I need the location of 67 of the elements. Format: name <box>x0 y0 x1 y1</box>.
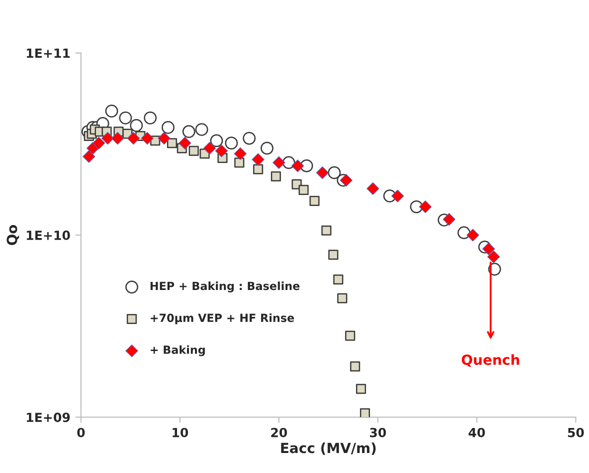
x-tick-label: 40 <box>468 428 485 438</box>
point <box>234 147 247 160</box>
x-tick-label: 20 <box>271 428 287 438</box>
point <box>130 119 143 132</box>
point <box>140 132 154 145</box>
point <box>345 330 356 341</box>
point <box>178 136 192 150</box>
point <box>298 184 309 195</box>
point <box>144 111 157 124</box>
point <box>482 242 496 256</box>
point <box>272 156 286 169</box>
point <box>188 146 199 156</box>
y-axis-title: Qo <box>6 225 20 246</box>
point <box>127 132 140 145</box>
point <box>260 142 274 155</box>
point <box>309 196 320 206</box>
point <box>162 121 174 134</box>
y-tick-label: 1E+10 <box>26 230 70 240</box>
point <box>101 132 114 145</box>
x-tick-label: 50 <box>568 428 584 438</box>
point <box>328 166 341 180</box>
x-tick-label: 0 <box>77 428 85 438</box>
point <box>158 132 170 145</box>
point <box>119 111 132 124</box>
point <box>215 144 228 158</box>
point <box>203 142 216 155</box>
point <box>316 166 329 180</box>
point <box>105 104 118 118</box>
point <box>337 293 348 304</box>
point <box>234 158 244 168</box>
point <box>419 200 432 214</box>
point <box>366 182 380 195</box>
point <box>356 384 366 394</box>
point <box>442 213 456 226</box>
legend-label: + Baking <box>150 345 205 356</box>
point <box>82 150 96 163</box>
y-tick-label: 1E+11 <box>26 48 70 58</box>
point <box>92 136 106 150</box>
point <box>195 123 208 136</box>
annotation: Quench <box>462 354 520 367</box>
legend-label: HEP + Baking : Baseline <box>150 282 300 292</box>
point <box>270 171 281 182</box>
point <box>167 138 178 148</box>
point <box>224 136 238 150</box>
point <box>350 361 360 372</box>
point <box>242 132 256 145</box>
point <box>321 225 332 236</box>
x-tick-label: 30 <box>370 428 386 438</box>
point <box>360 408 370 418</box>
point <box>300 159 314 172</box>
point <box>253 164 264 174</box>
point <box>333 274 344 285</box>
x-axis-title: Eacc (MV/m) <box>281 442 376 455</box>
point <box>340 174 353 187</box>
point <box>457 226 470 240</box>
legend-label: +70µm VEP + HF Rinse <box>150 313 294 324</box>
point <box>391 190 404 202</box>
point <box>291 160 304 172</box>
point <box>210 134 223 148</box>
point <box>487 250 500 264</box>
point <box>252 153 264 166</box>
point <box>111 132 124 145</box>
y-tick-label: 1E+09 <box>26 412 70 422</box>
point <box>182 125 196 138</box>
point <box>466 228 480 242</box>
x-tick-label: 10 <box>172 428 188 438</box>
point <box>328 250 338 260</box>
